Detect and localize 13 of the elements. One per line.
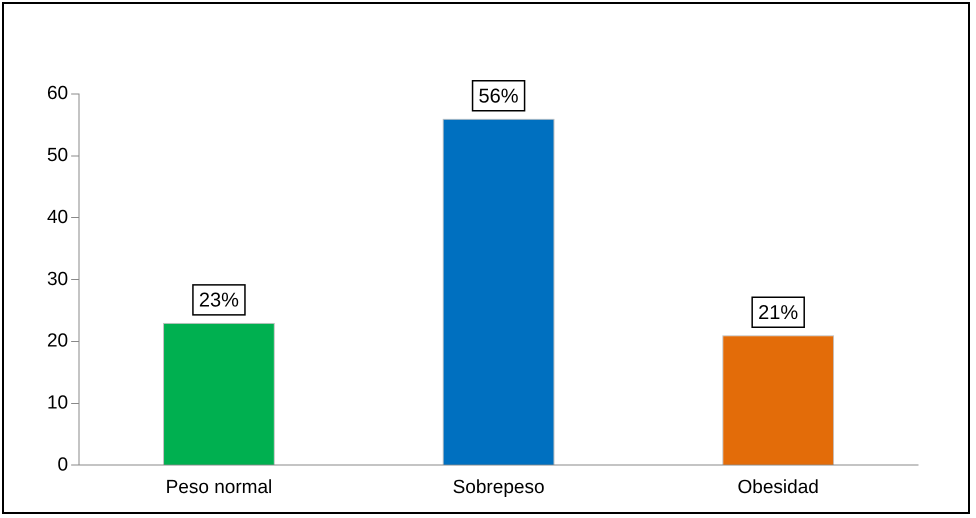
data-label: 23% — [198, 289, 240, 312]
y-tick-label: 60 — [46, 83, 68, 104]
x-tick-label: Sobrepeso — [452, 476, 545, 498]
y-tick-label: 40 — [46, 206, 68, 228]
y-tick-label: 10 — [46, 392, 68, 414]
data-label: 56% — [478, 85, 519, 108]
x-tick-label: Obesidad — [738, 476, 819, 498]
y-tick-label: 0 — [58, 454, 68, 476]
x-tick-label: Peso normal — [166, 476, 272, 498]
y-tick-label: 20 — [46, 330, 68, 352]
data-label: 21% — [758, 302, 798, 324]
y-tick-label: 50 — [46, 145, 68, 166]
y-tick-label: 30 — [46, 268, 68, 290]
